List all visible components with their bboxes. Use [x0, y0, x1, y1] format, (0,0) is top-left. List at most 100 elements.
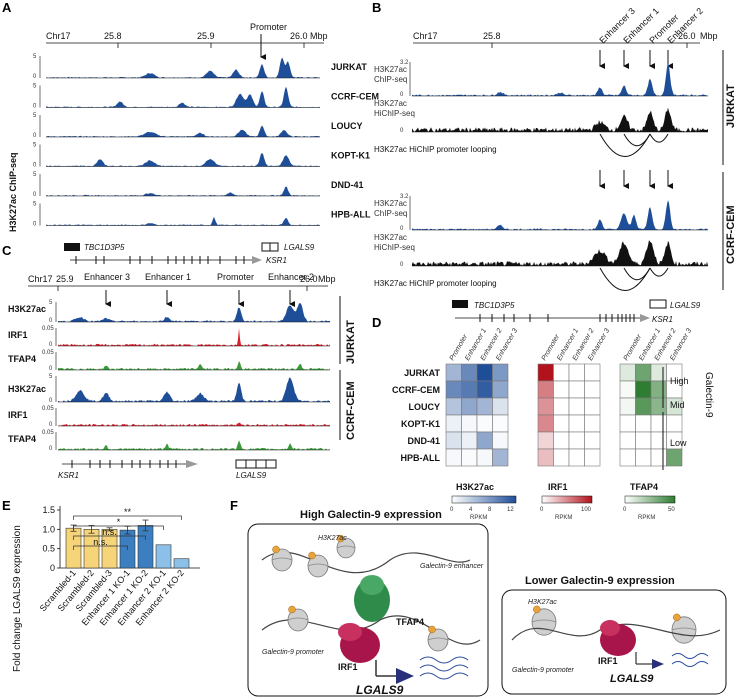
- heat-cell: [568, 397, 585, 416]
- panel-label-e: E: [2, 498, 11, 513]
- heat-cell: [619, 414, 636, 433]
- ymin-c: 0: [49, 398, 53, 404]
- heat-cell: [568, 431, 585, 450]
- heat-cell: [650, 448, 667, 467]
- heat-cell: [476, 380, 493, 399]
- high-title: High Galectin-9 expression: [300, 509, 442, 521]
- heat-cell: [476, 397, 493, 416]
- ymax-a: 5: [33, 84, 37, 90]
- ymin-c: 0: [49, 446, 53, 452]
- heat-cell: [445, 431, 462, 450]
- row-label-d-0: JURKAT: [404, 368, 440, 378]
- sig-e-0: **: [124, 507, 132, 517]
- panel-label-b: B: [372, 0, 381, 15]
- row-label-d-1: CCRF-CEM: [392, 385, 440, 395]
- heat-cell: [476, 414, 493, 433]
- genes-a: TBC1D3P5 KSR1 LGALS9: [64, 242, 315, 265]
- track-label-a-0: JURKAT: [331, 62, 367, 72]
- irf1-label-low: IRF1: [598, 656, 618, 666]
- heat-cell: [584, 448, 601, 467]
- heat-cell: [635, 380, 652, 399]
- panel-a: A Chr17 25.8 25.9 26.0 Mbp Promoter H3K2…: [2, 0, 379, 265]
- loop-b: [599, 133, 651, 157]
- legend-h-0: 0: [450, 507, 454, 513]
- ymin-b2: 0: [400, 128, 404, 134]
- tracks-b: 3.20H3K27acChIP-seqH3K27acHiChIP-seq0H3K…: [374, 60, 708, 291]
- heat-cell: [476, 431, 493, 450]
- track-label-c-5: TFAP4: [8, 434, 36, 444]
- ymin-a: 0: [33, 133, 37, 139]
- side-label-d: Galectin-9: [703, 372, 714, 418]
- genes-c: KSR1 LGALS9: [58, 459, 277, 480]
- row-label-d-5: HPB-ALL: [401, 453, 441, 463]
- signal-c-1: [58, 328, 330, 346]
- panel-label-c: C: [2, 243, 12, 258]
- ymin-a: 0: [33, 192, 37, 198]
- heat-cell: [584, 414, 601, 433]
- acetyl-mark: [533, 605, 541, 614]
- level-mid: Mid: [670, 400, 685, 410]
- gene-c-2: LGALS9: [236, 471, 267, 480]
- heat-cell: [445, 380, 462, 399]
- legend-tf-1: 50: [668, 507, 675, 513]
- ymin-c: 0: [49, 366, 53, 372]
- ymin-a: 0: [33, 163, 37, 169]
- level-high: High: [670, 376, 689, 386]
- heat-cell: [553, 414, 570, 433]
- signal-c-3: [58, 377, 330, 402]
- tick-a-3: 26.0: [290, 31, 308, 41]
- acetyl-mark: [673, 613, 681, 622]
- group-label-d-3: TFAP4: [630, 482, 658, 492]
- signal-c-5: [58, 440, 330, 450]
- loop-b: [599, 267, 651, 291]
- heat-cell: [553, 431, 570, 450]
- heat-cell: [553, 397, 570, 416]
- heat-cell: [537, 397, 554, 416]
- panel-label-f: F: [230, 498, 238, 513]
- unit-c: Mbp: [318, 274, 336, 284]
- heat-cell: [553, 363, 570, 382]
- tick-c-1: 25.9: [56, 274, 74, 284]
- chip-label-b: H3K27ac: [374, 199, 407, 208]
- ymax-c: 0.05: [42, 406, 54, 412]
- heat-cell: [461, 431, 478, 450]
- heat-cell: [476, 448, 493, 467]
- gene-a-3: LGALS9: [284, 243, 315, 252]
- heat-cell: [619, 397, 636, 416]
- gene-arrow-high: [396, 668, 414, 684]
- acetyl-mark: [428, 625, 436, 634]
- chip-signal-b-1: [412, 200, 708, 230]
- unit-b: Mbp: [700, 31, 718, 41]
- ymin-a: 0: [33, 222, 37, 228]
- panel-c: C Chr17 25.9 26.0 Mbp Enhancer 3 Enhancer…: [2, 243, 357, 480]
- heat-cell: [568, 448, 585, 467]
- legend-irf-0: 0: [540, 507, 544, 513]
- signal-c-4: [58, 422, 330, 426]
- panel-b: B Chr17 25.8 26.0 Mbp Enhancer 3Enhancer…: [372, 0, 736, 324]
- heat-cell: [537, 380, 554, 399]
- heat-cell: [650, 363, 667, 382]
- ymax-b: 3.2: [400, 194, 409, 200]
- track-label-c-2: TFAP4: [8, 354, 36, 364]
- hichip2-label-b: HiChIP-seq: [374, 109, 415, 118]
- loop-b: [649, 267, 669, 277]
- signal-a-3: [46, 153, 320, 167]
- legend-unit-3: RPKM: [638, 515, 655, 521]
- arrow-label-c-0: Enhancer 3: [84, 272, 130, 282]
- acetyl-mark: [272, 545, 280, 554]
- hichip2-label-b: HiChIP-seq: [374, 243, 415, 252]
- heat-cell: [461, 380, 478, 399]
- heat-cell: [635, 414, 652, 433]
- gene-b-3: LGALS9: [670, 301, 701, 310]
- heat-cell: [568, 380, 585, 399]
- group-label-d-1: H3K27ac: [456, 482, 494, 492]
- promoter-label-a: Promoter: [250, 22, 287, 32]
- chip2-label-b: ChIP-seq: [374, 75, 407, 84]
- track-label-c-4: IRF1: [8, 410, 28, 420]
- ytick-e-0: 0: [50, 563, 55, 573]
- ymin-c: 0: [49, 422, 53, 428]
- sig-e-1: *: [117, 517, 121, 527]
- heat-cell: [461, 363, 478, 382]
- heat-cell: [650, 414, 667, 433]
- signal-a-1: [46, 86, 320, 108]
